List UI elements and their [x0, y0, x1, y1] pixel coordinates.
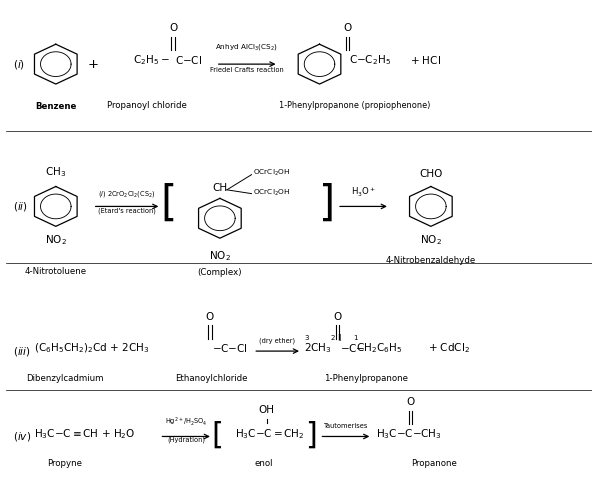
Text: 1-Phenylpropanone (propiophenone): 1-Phenylpropanone (propiophenone) — [279, 101, 431, 110]
Text: H$_3$C$-$C$\equiv$CH $+$ H$_2$O: H$_3$C$-$C$\equiv$CH $+$ H$_2$O — [34, 427, 136, 441]
Text: NO$_2$: NO$_2$ — [209, 249, 231, 263]
Text: CHO: CHO — [419, 169, 443, 180]
Text: Anhyd AlCl$_3$(CS$_2$): Anhyd AlCl$_3$(CS$_2$) — [215, 42, 279, 52]
Text: Propyne: Propyne — [47, 459, 82, 468]
Text: $-$C$-$: $-$C$-$ — [340, 342, 365, 354]
Text: 2CH$_3$: 2CH$_3$ — [304, 341, 331, 355]
Text: OCrCl$_2$OH: OCrCl$_2$OH — [254, 188, 291, 198]
Text: Dibenzylcadmium: Dibenzylcadmium — [26, 374, 103, 383]
Text: H$_3$C$-$C$-$CH$_3$: H$_3$C$-$C$-$CH$_3$ — [376, 427, 443, 441]
Text: (Etard's reaction): (Etard's reaction) — [97, 208, 155, 214]
Text: $-$C$-$Cl: $-$C$-$Cl — [212, 342, 248, 354]
Text: O: O — [169, 23, 177, 33]
Text: $(i)$ 2CrO$_2$Cl$_2$(CS$_2$): $(i)$ 2CrO$_2$Cl$_2$(CS$_2$) — [98, 189, 155, 199]
Text: CH$_3$: CH$_3$ — [45, 166, 66, 180]
Text: CH$_2$C$_6$H$_5$: CH$_2$C$_6$H$_5$ — [356, 341, 402, 355]
Text: $\mathrm{C_2H_5}-$: $\mathrm{C_2H_5}-$ — [133, 53, 170, 67]
Text: H$_3$O$^+$: H$_3$O$^+$ — [351, 186, 376, 199]
Text: $[$: $[$ — [212, 420, 222, 451]
Text: $(ii)$: $(ii)$ — [13, 200, 28, 213]
Text: 2: 2 — [331, 334, 335, 341]
Text: O: O — [406, 397, 414, 407]
Text: (Complex): (Complex) — [197, 268, 242, 277]
Text: Hg$^{2+}$/H$_2$SO$_4$: Hg$^{2+}$/H$_2$SO$_4$ — [164, 415, 207, 428]
Text: $]$: $]$ — [305, 420, 316, 451]
Text: CH: CH — [212, 183, 227, 193]
Text: 3: 3 — [305, 334, 309, 341]
Text: C$-$C$_2$H$_5$: C$-$C$_2$H$_5$ — [349, 53, 392, 67]
Text: O: O — [206, 312, 214, 322]
Text: NO$_2$: NO$_2$ — [45, 233, 67, 247]
Text: 4-Nitrobenzaldehyde: 4-Nitrobenzaldehyde — [386, 256, 476, 265]
Text: O: O — [343, 23, 352, 33]
Text: $+$ CdCl$_2$: $+$ CdCl$_2$ — [428, 341, 470, 355]
Text: Propanoyl chloride: Propanoyl chloride — [106, 101, 187, 110]
Text: C$-$Cl: C$-$Cl — [175, 54, 202, 66]
Text: 1: 1 — [353, 334, 358, 341]
Text: Benzene: Benzene — [35, 102, 77, 111]
Text: $(iv)$: $(iv)$ — [13, 430, 31, 443]
Text: (dry ether): (dry ether) — [260, 338, 295, 345]
Text: $]$: $]$ — [318, 183, 332, 225]
Text: 4-Nitrotoluene: 4-Nitrotoluene — [25, 267, 87, 276]
Text: 1-Phenylpropanone: 1-Phenylpropanone — [324, 374, 408, 383]
Text: (Hydration): (Hydration) — [167, 437, 205, 443]
Text: OH: OH — [259, 405, 274, 415]
Text: $(iii)$: $(iii)$ — [13, 345, 31, 358]
Text: Tautomerises: Tautomerises — [324, 423, 368, 429]
Text: $(i)$: $(i)$ — [13, 58, 25, 71]
Text: $[$: $[$ — [160, 183, 174, 225]
Text: (C$_6$H$_5$CH$_2$)$_2$Cd $+$ 2CH$_3$: (C$_6$H$_5$CH$_2$)$_2$Cd $+$ 2CH$_3$ — [34, 341, 150, 355]
Text: H$_3$C$-$C$=$CH$_2$: H$_3$C$-$C$=$CH$_2$ — [234, 427, 304, 441]
Text: $+$ HCl: $+$ HCl — [410, 54, 441, 66]
Text: Friedel Crafts reaction: Friedel Crafts reaction — [210, 67, 283, 73]
Text: Propanone: Propanone — [411, 459, 457, 468]
Text: Ethanoylchloride: Ethanoylchloride — [175, 374, 248, 383]
Text: +: + — [87, 58, 98, 71]
Text: ||: || — [337, 333, 342, 341]
Text: OCrCl$_2$OH: OCrCl$_2$OH — [254, 167, 291, 178]
Text: O: O — [334, 312, 342, 322]
Text: enol: enol — [255, 459, 273, 468]
Text: NO$_2$: NO$_2$ — [420, 233, 442, 247]
